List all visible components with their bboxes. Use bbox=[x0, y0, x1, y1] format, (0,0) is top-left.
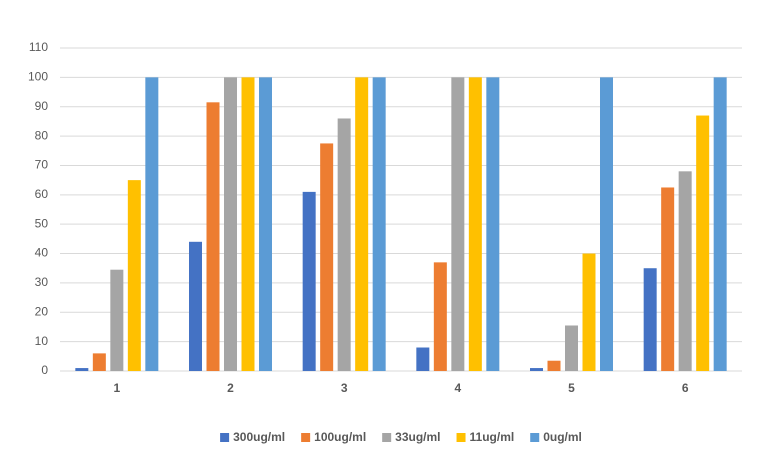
bar bbox=[145, 77, 159, 371]
y-tick-label: 10 bbox=[35, 334, 49, 348]
bar bbox=[355, 77, 369, 371]
y-tick-label: 40 bbox=[35, 246, 49, 260]
y-tick-label: 0 bbox=[41, 363, 48, 377]
bar bbox=[661, 187, 675, 371]
legend-label: 0ug/ml bbox=[543, 430, 582, 444]
bar bbox=[468, 77, 482, 371]
bar bbox=[127, 180, 141, 371]
bar bbox=[372, 77, 386, 371]
bar bbox=[696, 115, 710, 371]
legend-label: 100ug/ml bbox=[314, 430, 366, 444]
x-tick-label: 5 bbox=[568, 381, 575, 395]
bar bbox=[416, 347, 430, 371]
bar bbox=[189, 241, 202, 371]
x-tick-label: 2 bbox=[227, 381, 234, 395]
bar bbox=[678, 171, 692, 371]
bar bbox=[643, 268, 657, 371]
y-tick-label: 70 bbox=[35, 158, 49, 172]
legend-swatch bbox=[530, 433, 540, 442]
y-tick-label: 110 bbox=[29, 40, 48, 54]
x-tick-label: 1 bbox=[113, 381, 120, 395]
legend-swatch bbox=[220, 433, 230, 442]
bar bbox=[547, 360, 561, 371]
bar bbox=[582, 253, 596, 371]
x-tick-label: 6 bbox=[682, 381, 689, 395]
bar bbox=[75, 368, 89, 371]
bar bbox=[713, 77, 727, 371]
y-tick-label: 50 bbox=[35, 216, 49, 230]
x-tick-label: 4 bbox=[454, 381, 461, 395]
bar bbox=[302, 191, 316, 371]
legend-swatch bbox=[382, 433, 392, 442]
y-tick-label: 30 bbox=[35, 275, 49, 289]
legend-label: 300ug/ml bbox=[233, 430, 285, 444]
legend-label: 11ug/ml bbox=[470, 430, 515, 444]
bar bbox=[224, 77, 237, 371]
bar bbox=[486, 77, 500, 371]
bar bbox=[565, 325, 578, 371]
legend-swatch bbox=[301, 433, 311, 442]
bar bbox=[337, 118, 351, 372]
bar bbox=[451, 77, 465, 371]
legend-swatch bbox=[456, 433, 466, 442]
y-tick-label: 20 bbox=[35, 304, 49, 318]
bar bbox=[600, 77, 613, 371]
y-tick-label: 90 bbox=[35, 99, 49, 113]
bar bbox=[433, 262, 447, 371]
bar bbox=[241, 77, 255, 371]
y-tick-label: 80 bbox=[35, 128, 49, 142]
y-tick-label: 60 bbox=[35, 187, 49, 201]
legend-label: 33ug/ml bbox=[395, 430, 440, 444]
y-tick-label: 100 bbox=[28, 70, 48, 84]
bar bbox=[259, 77, 272, 371]
x-tick-label: 3 bbox=[341, 381, 348, 395]
bar bbox=[206, 102, 220, 371]
bar bbox=[530, 368, 543, 371]
bar bbox=[320, 143, 334, 371]
bar bbox=[110, 269, 124, 371]
bar bbox=[92, 353, 106, 371]
